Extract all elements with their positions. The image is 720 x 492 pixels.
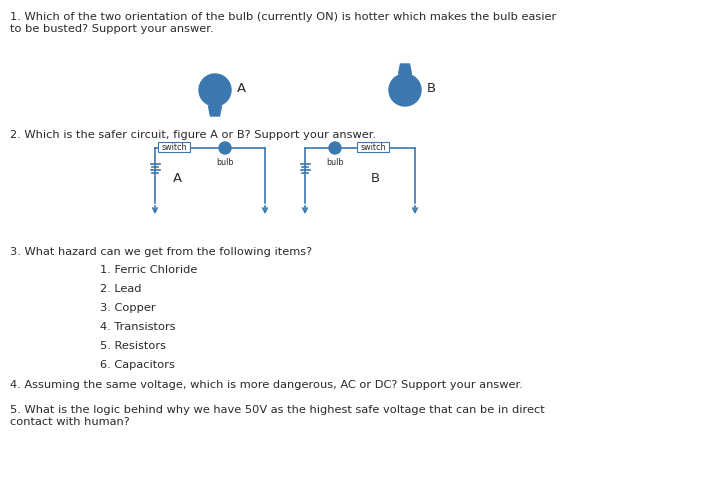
Text: 3. Copper: 3. Copper <box>100 303 156 313</box>
Polygon shape <box>398 64 412 74</box>
Text: bulb: bulb <box>216 158 234 167</box>
Circle shape <box>219 142 231 154</box>
Text: 5. What is the logic behind why we have 50V as the highest safe voltage that can: 5. What is the logic behind why we have … <box>10 405 545 427</box>
Text: bulb: bulb <box>326 158 343 167</box>
Text: B: B <box>370 172 379 184</box>
Text: A: A <box>237 82 246 95</box>
Text: 1. Ferric Chloride: 1. Ferric Chloride <box>100 265 197 275</box>
Circle shape <box>389 74 421 106</box>
Text: 2. Lead: 2. Lead <box>100 284 142 294</box>
Text: 4. Assuming the same voltage, which is more dangerous, AC or DC? Support your an: 4. Assuming the same voltage, which is m… <box>10 380 523 390</box>
Text: 5. Resistors: 5. Resistors <box>100 341 166 351</box>
Text: switch: switch <box>360 143 386 152</box>
Text: 3. What hazard can we get from the following items?: 3. What hazard can we get from the follo… <box>10 247 312 257</box>
Text: 2. Which is the safer circuit, figure A or B? Support your answer.: 2. Which is the safer circuit, figure A … <box>10 130 376 140</box>
FancyBboxPatch shape <box>158 142 190 152</box>
Circle shape <box>199 74 231 106</box>
Text: 1. Which of the two orientation of the bulb (currently ON) is hotter which makes: 1. Which of the two orientation of the b… <box>10 12 557 33</box>
Text: switch: switch <box>161 143 186 152</box>
Text: B: B <box>427 82 436 95</box>
Text: 6. Capacitors: 6. Capacitors <box>100 360 175 370</box>
Text: 4. Transistors: 4. Transistors <box>100 322 176 332</box>
Text: A: A <box>172 172 181 184</box>
Circle shape <box>329 142 341 154</box>
FancyBboxPatch shape <box>357 142 389 152</box>
Polygon shape <box>209 106 222 116</box>
